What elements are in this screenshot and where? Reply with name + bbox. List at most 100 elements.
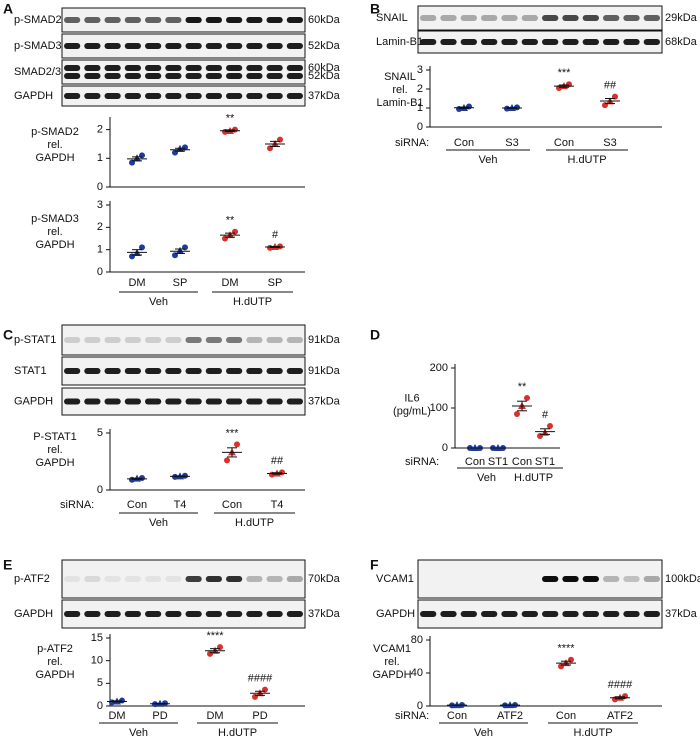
blot-band [286, 73, 303, 79]
kda-label: 37kDa [308, 608, 341, 620]
x-tick-label: S3 [505, 137, 518, 149]
blot-band [226, 93, 243, 99]
blot-band [623, 611, 640, 617]
blot-band [185, 65, 202, 71]
blot-band [84, 576, 101, 582]
y-axis-label: rel. [47, 444, 62, 456]
kda-label: 29kDa [665, 12, 698, 24]
blot-band [145, 17, 162, 23]
blot-band [124, 611, 141, 617]
blot-band [226, 73, 243, 79]
y-tick-label: 10 [91, 655, 103, 667]
y-tick-label: 0 [97, 181, 103, 193]
y-tick-label: 15 [91, 632, 103, 644]
blot-band [145, 611, 162, 617]
blot-band [165, 368, 182, 374]
y-axis-label: Lamin-B1 [376, 97, 423, 109]
blot-band [124, 65, 141, 71]
blot-band [84, 43, 101, 49]
blot-band [246, 73, 263, 79]
point [547, 423, 553, 429]
blot-band [603, 611, 620, 617]
blot-band [461, 576, 477, 582]
blot-band [643, 39, 660, 45]
blot-band [64, 576, 81, 582]
blot-band [643, 576, 660, 582]
group-label: Veh [129, 727, 148, 739]
point [182, 244, 188, 251]
x-tick-label: Con [222, 499, 242, 511]
blot-band [104, 368, 121, 374]
significance: ** [226, 215, 235, 227]
point [262, 686, 268, 693]
blot-band [623, 15, 640, 21]
y-tick-label: 0 [97, 700, 103, 712]
blot-band [205, 368, 222, 374]
y-tick-label: 80 [411, 634, 423, 646]
blot-band [84, 611, 101, 617]
blot-frame [61, 387, 306, 416]
blot-band [124, 93, 141, 99]
blot-band [145, 73, 162, 79]
point [232, 228, 238, 235]
kda-label: 52kDa [308, 40, 341, 52]
blot-band [124, 576, 141, 582]
blot-band [582, 611, 599, 617]
blot-band [64, 337, 81, 343]
blot-band [266, 65, 283, 71]
y-axis-label: rel. [47, 226, 62, 238]
y-tick-label: 0 [417, 700, 423, 712]
blot-band [185, 337, 202, 343]
blot-frame [61, 599, 306, 629]
blot-label: STAT1 [14, 365, 47, 377]
kda-label: 68kDa [665, 36, 698, 48]
y-axis-label: GAPDH [372, 669, 411, 681]
blot-band [542, 611, 559, 617]
blot-band [226, 43, 243, 49]
blot-band [266, 611, 283, 617]
blot-band [522, 576, 538, 582]
blot-band [460, 611, 477, 617]
blot-band [84, 65, 101, 71]
blot-label: GAPDH [376, 608, 415, 620]
y-axis-label: rel. [392, 84, 407, 96]
blot-band [185, 43, 202, 49]
blot-band [64, 398, 81, 405]
row-label: siRNA: [60, 499, 94, 511]
group-label: Veh [149, 296, 168, 308]
blot-band [165, 337, 182, 343]
blot-band [84, 337, 101, 343]
blot-band [562, 576, 579, 582]
blot-band [286, 17, 303, 23]
panel-letter: A [3, 1, 13, 17]
y-axis-label: GAPDH [35, 669, 74, 681]
blot-frame [417, 599, 663, 629]
y-axis-label: (pg/mL) [393, 405, 431, 417]
blot-band [481, 15, 498, 21]
y-tick-label: 3 [417, 64, 423, 76]
significance: ** [518, 381, 527, 393]
blot-band [104, 73, 121, 79]
x-tick-label: S3 [603, 137, 616, 149]
blot-band [104, 611, 121, 617]
blot-band [460, 15, 477, 21]
y-axis-label: p-SMAD3 [31, 213, 79, 225]
point [514, 411, 520, 417]
point [234, 441, 240, 448]
blot-band [266, 368, 283, 374]
blot-band [104, 65, 121, 71]
x-tick-label: ST1 [488, 456, 508, 468]
point [207, 650, 213, 657]
blot-band [165, 576, 182, 582]
blot-label: p-SMAD2 [14, 14, 62, 26]
blot-frame [61, 356, 306, 386]
blot-band [460, 39, 477, 45]
significance: # [272, 229, 279, 241]
y-axis-label: rel. [47, 656, 62, 668]
panel-letter: D [370, 327, 380, 343]
y-axis-label: rel. [384, 656, 399, 668]
blot-band [226, 337, 243, 343]
blot-band [440, 576, 456, 582]
group-label: H.dUTP [567, 154, 606, 166]
